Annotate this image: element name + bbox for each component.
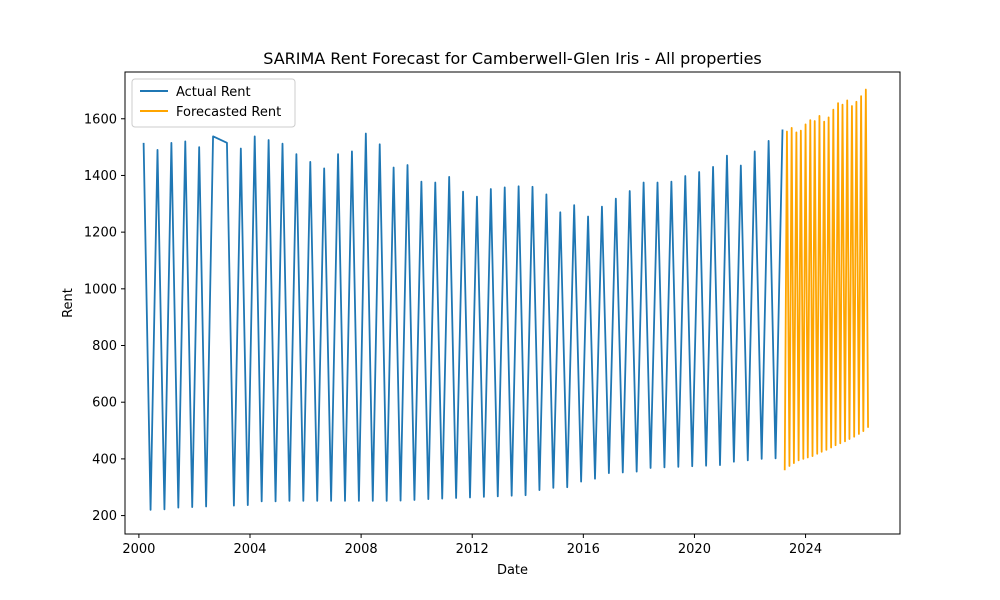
- x-tick-label: 2016: [567, 542, 600, 557]
- x-tick-label: 2012: [456, 542, 489, 557]
- chart-title: SARIMA Rent Forecast for Camberwell-Glen…: [263, 49, 762, 68]
- y-tick-label: 1400: [84, 169, 117, 184]
- y-tick-label: 800: [92, 339, 117, 354]
- y-tick-label: 400: [92, 452, 117, 467]
- legend-label-forecast: Forecasted Rent: [176, 105, 281, 120]
- x-axis-title: Date: [497, 563, 528, 578]
- y-tick-label: 1600: [84, 112, 117, 127]
- y-axis: 200 400 600 800 1000 1200 1400 1600: [84, 112, 125, 524]
- legend: Actual Rent Forecasted Rent: [131, 78, 296, 128]
- y-tick-label: 1200: [84, 226, 117, 241]
- y-tick-label: 200: [92, 509, 117, 524]
- y-axis-title: Rent: [61, 288, 76, 318]
- x-tick-label: 2004: [233, 542, 266, 557]
- y-tick-label: 600: [92, 396, 117, 411]
- x-tick-label: 2008: [345, 542, 378, 557]
- plot-area-frame: [124, 71, 901, 535]
- plot-lines: [142, 88, 869, 511]
- series-line-forecast: [783, 88, 869, 471]
- legend-box: [131, 78, 296, 128]
- legend-label-actual: Actual Rent: [176, 85, 251, 100]
- x-tick-label: 2000: [122, 542, 155, 557]
- y-tick-label: 1000: [84, 282, 117, 297]
- series-line-actual: [142, 129, 784, 511]
- x-tick-label: 2020: [678, 542, 711, 557]
- x-tick-label: 2024: [789, 542, 822, 557]
- x-axis: 2000 2004 2008 2012 2016 2020 2024: [122, 534, 822, 557]
